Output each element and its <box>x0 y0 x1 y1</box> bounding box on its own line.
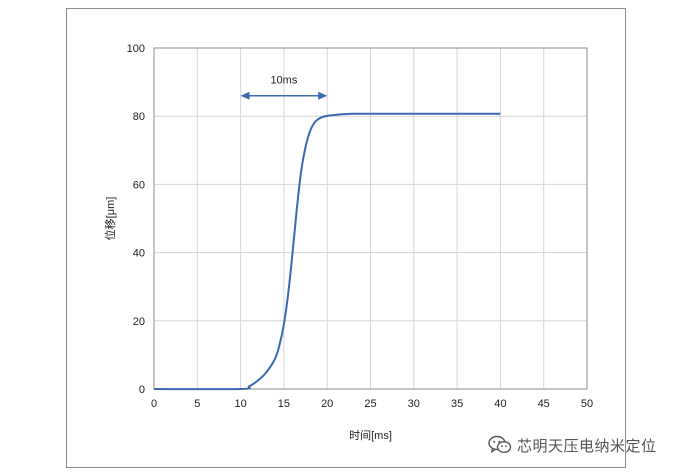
y-tick-label: 80 <box>133 111 145 123</box>
x-tick-label: 40 <box>494 398 506 410</box>
series-line <box>153 112 501 391</box>
x-tick-label: 15 <box>278 398 290 410</box>
x-tick-label: 0 <box>151 398 157 410</box>
wechat-icon <box>488 435 512 454</box>
x-tick-label: 30 <box>408 398 420 410</box>
x-tick-label: 20 <box>321 398 333 410</box>
series-layer <box>153 112 501 391</box>
y-tick-label: 20 <box>133 316 145 328</box>
x-axis-title: 时间[ms] <box>349 429 392 442</box>
x-tick-label: 45 <box>538 398 550 410</box>
y-axis-ticks: 0 20 40 60 80 100 <box>127 43 145 396</box>
y-tick-label: 40 <box>133 248 145 260</box>
plot-area <box>153 47 588 390</box>
x-tick-label: 25 <box>364 398 376 410</box>
x-tick-label: 5 <box>194 398 200 410</box>
grid-lines <box>154 48 587 389</box>
x-tick-label: 35 <box>451 398 463 410</box>
y-tick-label: 0 <box>139 384 145 396</box>
y-tick-label: 100 <box>127 43 145 55</box>
y-axis-title: 位移[μm] <box>103 197 117 241</box>
watermark-text: 芯明天压电纳米定位 <box>517 437 657 455</box>
y-tick-label: 60 <box>133 179 145 191</box>
x-axis-ticks: 0 5 10 15 20 25 30 35 40 45 50 <box>151 398 593 410</box>
annotation-label: 10ms <box>270 75 297 87</box>
x-tick-label: 10 <box>234 398 246 410</box>
line-chart: 0 5 10 15 20 25 30 35 40 45 50 0 20 40 60 80 100 10ms 时… <box>103 43 593 442</box>
watermark: 芯明天压电纳米定位 <box>488 433 657 457</box>
x-tick-label: 50 <box>581 398 593 410</box>
chart-frame: 0 5 10 15 20 25 30 35 40 45 50 0 20 40 60 80 100 10ms 时… <box>66 8 626 468</box>
annotation: 10ms <box>240 75 328 100</box>
